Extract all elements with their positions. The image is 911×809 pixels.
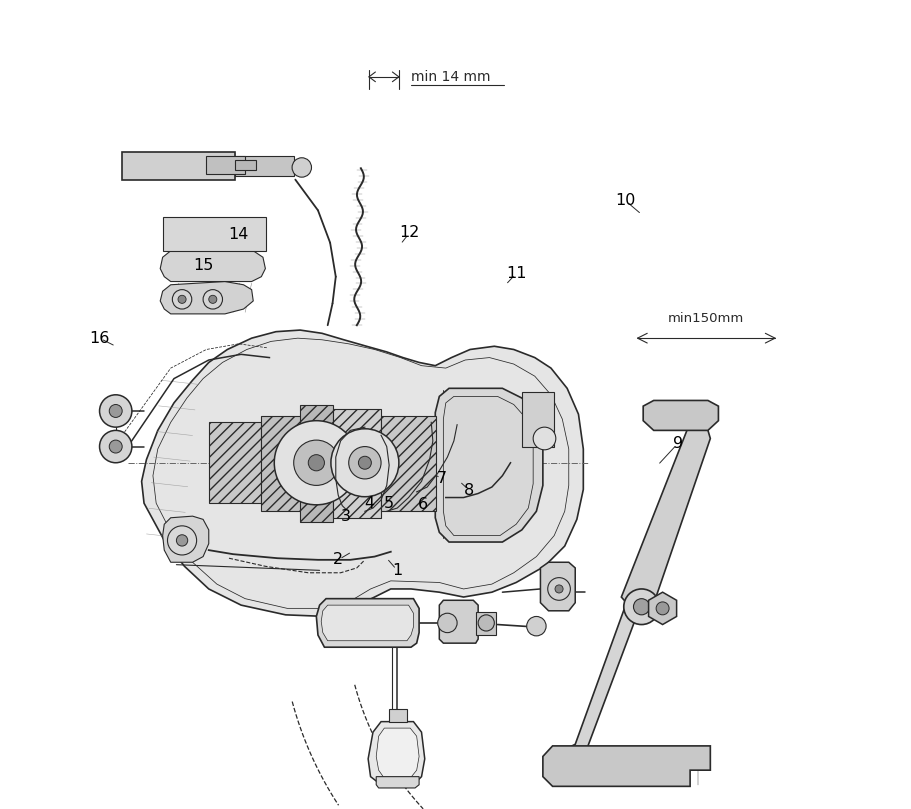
Polygon shape	[621, 422, 711, 611]
Circle shape	[172, 290, 192, 309]
Circle shape	[109, 440, 122, 453]
Text: 10: 10	[615, 193, 636, 208]
Circle shape	[308, 455, 324, 471]
Circle shape	[292, 158, 312, 177]
Circle shape	[274, 421, 358, 505]
Circle shape	[109, 404, 122, 417]
Polygon shape	[649, 592, 677, 625]
Circle shape	[349, 447, 381, 479]
Polygon shape	[316, 599, 419, 647]
Bar	[333, 409, 381, 518]
Circle shape	[478, 615, 495, 631]
Text: min 14 mm: min 14 mm	[411, 70, 490, 84]
Bar	[235, 156, 293, 176]
Circle shape	[177, 535, 188, 546]
Text: 11: 11	[506, 266, 527, 281]
Circle shape	[178, 295, 186, 303]
Polygon shape	[540, 562, 575, 611]
Text: 12: 12	[399, 226, 420, 240]
Text: 16: 16	[89, 331, 109, 345]
Circle shape	[358, 456, 372, 469]
Text: 5: 5	[384, 496, 394, 510]
Bar	[261, 416, 302, 511]
Bar	[522, 392, 554, 447]
Text: 4: 4	[363, 496, 374, 510]
Circle shape	[624, 589, 660, 625]
Bar	[206, 156, 245, 174]
Circle shape	[533, 427, 556, 450]
Bar	[381, 416, 436, 511]
Circle shape	[633, 599, 650, 615]
Circle shape	[168, 526, 197, 555]
Bar	[300, 404, 333, 522]
Polygon shape	[376, 728, 419, 778]
Circle shape	[331, 429, 399, 497]
Circle shape	[548, 578, 570, 600]
Polygon shape	[568, 595, 641, 759]
Polygon shape	[368, 722, 425, 785]
Polygon shape	[122, 152, 235, 180]
Circle shape	[99, 395, 132, 427]
Polygon shape	[643, 400, 719, 430]
Circle shape	[527, 616, 546, 636]
Polygon shape	[435, 388, 543, 542]
Text: 15: 15	[193, 258, 213, 273]
Circle shape	[209, 295, 217, 303]
Bar	[389, 709, 407, 722]
Text: 6: 6	[418, 498, 428, 512]
Circle shape	[99, 430, 132, 463]
Text: 3: 3	[342, 509, 352, 523]
Text: min150mm: min150mm	[668, 312, 744, 325]
Text: 2: 2	[333, 553, 343, 567]
Polygon shape	[141, 330, 583, 616]
Text: 14: 14	[229, 227, 249, 242]
Circle shape	[656, 602, 669, 615]
Text: 7: 7	[436, 472, 446, 486]
Circle shape	[437, 613, 457, 633]
Circle shape	[203, 290, 222, 309]
Circle shape	[555, 585, 563, 593]
Polygon shape	[160, 251, 265, 282]
Text: 1: 1	[392, 563, 403, 578]
Bar	[476, 612, 496, 635]
Polygon shape	[160, 282, 253, 314]
Text: 8: 8	[464, 483, 475, 498]
Bar	[163, 217, 266, 251]
Text: 9: 9	[673, 436, 683, 451]
Bar	[209, 422, 261, 503]
Bar	[235, 160, 256, 170]
Polygon shape	[543, 746, 711, 786]
Polygon shape	[376, 777, 419, 788]
Polygon shape	[163, 516, 209, 562]
Polygon shape	[439, 600, 478, 643]
Circle shape	[293, 440, 339, 485]
Polygon shape	[322, 605, 414, 641]
